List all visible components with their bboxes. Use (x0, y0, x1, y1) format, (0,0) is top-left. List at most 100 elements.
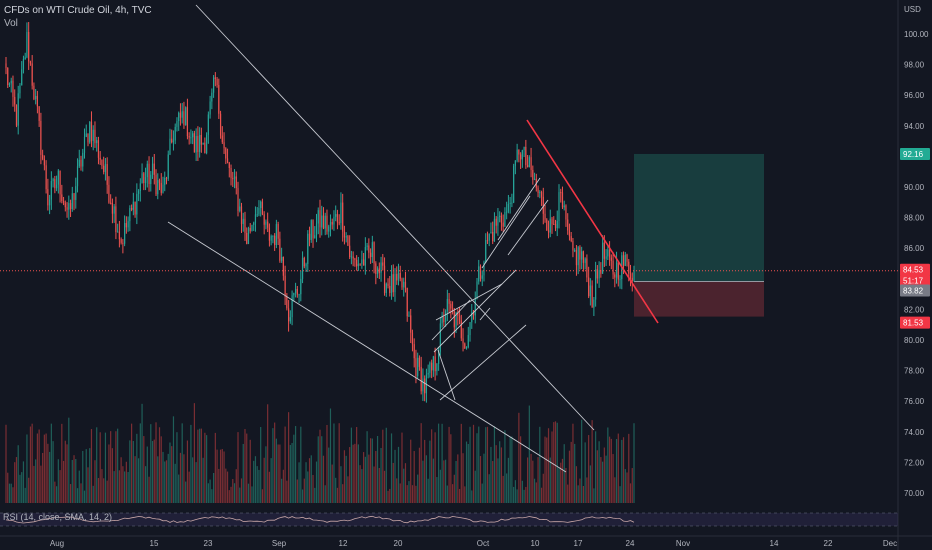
volume-bar (242, 443, 244, 503)
volume-bar (343, 450, 346, 503)
time-tick-label: 23 (204, 539, 213, 548)
time-axis[interactable]: Aug 15 23 Sep 12 20 Oct 10 17 24 Nov 14 22 Dec (50, 539, 897, 548)
volume-bar (310, 455, 312, 503)
candle-body (158, 180, 161, 183)
candle-body (401, 278, 403, 288)
candle-body (453, 310, 455, 328)
volume-bar (94, 460, 96, 503)
volume-bar (389, 488, 391, 503)
volume-bar (622, 437, 625, 503)
price-tick-label: 86.00 (904, 244, 925, 253)
volume-bar (188, 471, 190, 503)
volume-bar (118, 470, 120, 503)
candle-body (563, 205, 565, 208)
volume-bar (413, 451, 415, 503)
candle-body (415, 358, 417, 376)
long-position-tool[interactable] (634, 153, 764, 317)
candle-body (89, 121, 91, 143)
candle-body (256, 214, 258, 216)
candle-body (118, 231, 120, 240)
volume-bar (546, 437, 548, 503)
candle-body (448, 299, 450, 304)
volume-bar (551, 431, 553, 503)
candle-body (307, 233, 309, 264)
volume-bar (124, 471, 126, 503)
candle-body (584, 258, 586, 263)
target-price-tag-bg (900, 147, 930, 160)
volume-bar (322, 455, 325, 503)
candle-body (193, 133, 195, 153)
candle-body (549, 218, 551, 233)
volume-bar (615, 439, 618, 503)
volume-bar (518, 412, 520, 503)
volume-bar (626, 472, 628, 503)
volume-bar (502, 475, 504, 503)
price-axis[interactable]: USD100.0098.0096.0094.0092.0090.0088.008… (904, 5, 929, 498)
candle-body (108, 184, 110, 203)
candle-body (157, 180, 159, 195)
candle-body (237, 188, 239, 211)
volume-bar (43, 434, 45, 503)
volume-bar (73, 455, 75, 503)
trendline (497, 177, 541, 241)
volume-bar (539, 426, 541, 503)
volume-bar (390, 433, 393, 503)
volume-bar (331, 464, 333, 503)
volume-bar (602, 461, 604, 503)
candle-body (254, 214, 257, 223)
volume-bar (303, 478, 305, 503)
candle-body (574, 250, 576, 252)
volume-bar (171, 446, 173, 503)
time-tick-label: 17 (574, 539, 583, 548)
volume-bar (424, 439, 426, 503)
candle-body (424, 378, 426, 394)
candle-body (185, 107, 187, 125)
volume-bar (584, 442, 586, 503)
candle-body (162, 184, 164, 193)
candle-body (167, 154, 169, 179)
volume-bar (99, 432, 101, 503)
volume-bar (286, 480, 288, 503)
candle-body (317, 210, 319, 224)
volume-bar (21, 472, 23, 503)
volume-bar (129, 440, 131, 503)
candle-body (101, 159, 103, 166)
price-tick-label: 80.00 (904, 336, 925, 345)
candle-body (368, 245, 370, 253)
candle-body (52, 179, 54, 182)
candle-body (200, 135, 202, 145)
volume-label[interactable]: Vol (4, 18, 18, 29)
volume-bar (54, 481, 56, 503)
volume-bar (190, 424, 192, 503)
volume-bar (354, 443, 356, 503)
rsi-indicator-label[interactable]: RSI (14, close, SMA, 14, 2) (3, 512, 113, 522)
candle-body (33, 85, 35, 100)
volume-bar (263, 457, 265, 503)
candle-body (35, 95, 37, 100)
candle-body (619, 279, 621, 281)
candle-body (349, 245, 351, 258)
volume-bar (281, 478, 283, 503)
stop-price-tag-bg (900, 316, 930, 329)
volume-bar (500, 447, 503, 503)
volume-bar (101, 469, 103, 503)
candle-body (610, 257, 612, 261)
volume-bar (132, 440, 134, 503)
candle-body (376, 268, 379, 275)
volume-bar (162, 451, 164, 503)
volume-bar (364, 456, 366, 503)
volume-bar (289, 444, 291, 503)
symbol-title[interactable]: CFDs on WTI Crude Oil, 4h, TVC (4, 5, 152, 16)
volume-bar (607, 427, 609, 503)
volume-bar (446, 485, 448, 503)
volume-bar (200, 428, 202, 503)
candle-body (28, 32, 30, 62)
volume-bar (153, 439, 155, 503)
volume-bar (629, 483, 632, 503)
trendline (431, 299, 471, 341)
trendline-drawings[interactable] (167, 4, 659, 473)
volume-bar (75, 459, 77, 503)
candle-body (589, 285, 591, 297)
volume-bar (506, 473, 508, 503)
